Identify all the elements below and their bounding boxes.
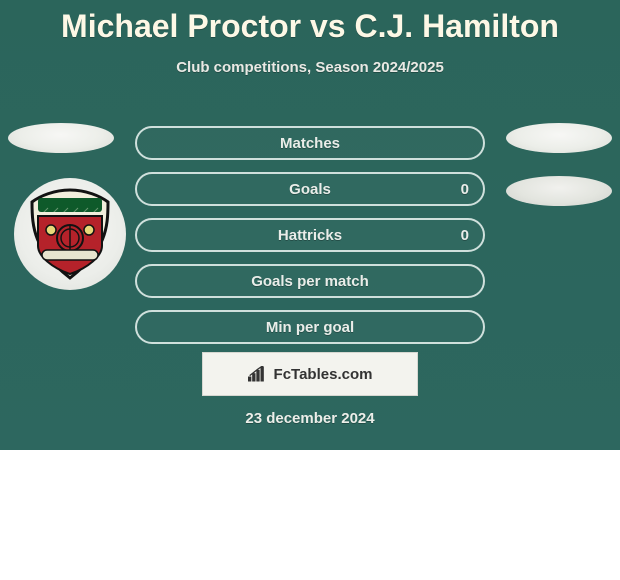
stat-pill-goals: Goals 0 xyxy=(135,172,485,206)
stat-row: Goals 0 xyxy=(0,166,620,212)
stat-pill-hattricks: Hattricks 0 xyxy=(135,218,485,252)
infographic-card: Michael Proctor vs C.J. Hamilton Club co… xyxy=(0,0,620,450)
brand-badge: FcTables.com xyxy=(202,352,418,396)
stat-label: Goals per match xyxy=(251,273,369,290)
stat-label: Min per goal xyxy=(266,319,354,336)
stat-label: Matches xyxy=(280,135,340,152)
stat-row: Hattricks 0 xyxy=(0,212,620,258)
stat-right-value: 0 xyxy=(461,227,469,244)
subtitle: Club competitions, Season 2024/2025 xyxy=(0,59,620,76)
stat-pill-matches: Matches xyxy=(135,126,485,160)
stat-pill-min-per-goal: Min per goal xyxy=(135,310,485,344)
stats-list: Matches Goals 0 Hattricks 0 Goals per ma… xyxy=(0,120,620,350)
page-title: Michael Proctor vs C.J. Hamilton xyxy=(0,0,620,45)
stat-row: Min per goal xyxy=(0,304,620,350)
stat-pill-goals-per-match: Goals per match xyxy=(135,264,485,298)
bars-icon xyxy=(248,366,268,382)
stat-row: Matches xyxy=(0,120,620,166)
date-text: 23 december 2024 xyxy=(0,410,620,427)
stat-label: Goals xyxy=(289,181,331,198)
stat-label: Hattricks xyxy=(278,227,342,244)
stat-row: Goals per match xyxy=(0,258,620,304)
stat-right-value: 0 xyxy=(461,181,469,198)
brand-text: FcTables.com xyxy=(274,366,373,383)
